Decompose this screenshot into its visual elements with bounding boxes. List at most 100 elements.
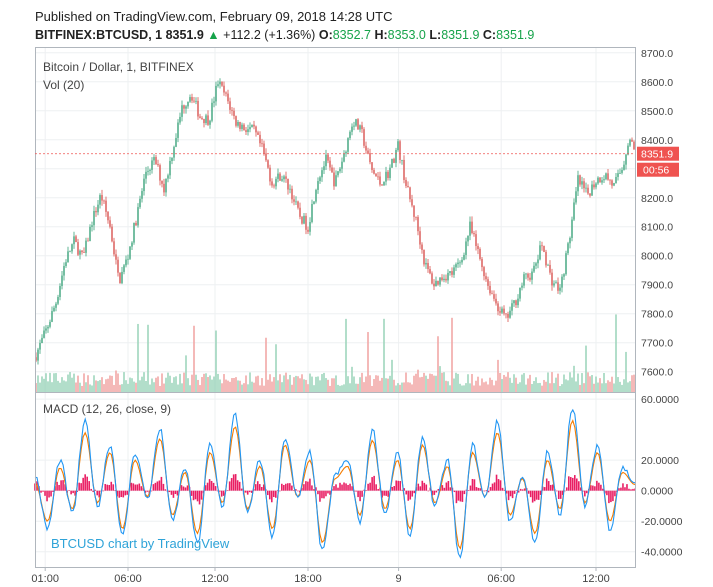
candle-body bbox=[187, 101, 189, 107]
macd-hist-bar bbox=[582, 490, 584, 492]
candle-body bbox=[219, 81, 221, 85]
candle-body bbox=[229, 101, 231, 110]
volume-bar bbox=[485, 381, 487, 392]
candle-body bbox=[137, 207, 139, 226]
candle-body bbox=[101, 195, 103, 201]
volume-bar bbox=[195, 374, 197, 392]
candle-body bbox=[169, 160, 171, 176]
macd-hist-bar bbox=[465, 489, 468, 491]
candle-body bbox=[293, 199, 295, 202]
candle-body bbox=[215, 85, 217, 102]
volume-bar bbox=[45, 373, 47, 392]
candle-body bbox=[541, 245, 543, 247]
candle-body bbox=[461, 259, 463, 263]
macd-hist-bar bbox=[172, 490, 175, 498]
candle-body bbox=[221, 81, 223, 86]
volume-bar bbox=[479, 385, 481, 392]
macd-pane[interactable] bbox=[35, 393, 635, 567]
price-tick-label: 7600.0 bbox=[641, 367, 673, 379]
price-pane[interactable] bbox=[35, 47, 635, 392]
candle-body bbox=[503, 308, 505, 314]
macd-hist-bar bbox=[116, 490, 119, 497]
candle-body bbox=[415, 216, 417, 218]
macd-hist-bar bbox=[317, 490, 319, 495]
macd-hist-bar bbox=[315, 487, 317, 491]
volume-bar bbox=[65, 381, 67, 392]
macd-hist-bar bbox=[547, 481, 550, 491]
macd-hist-bar bbox=[58, 484, 60, 491]
candle-body bbox=[287, 178, 289, 190]
macd-hist-bar bbox=[297, 490, 299, 492]
macd-hist-bar bbox=[266, 490, 269, 496]
macd-hist-bar bbox=[435, 490, 438, 493]
candle-body bbox=[55, 303, 57, 308]
volume-bar bbox=[631, 375, 633, 392]
volume-bar bbox=[469, 383, 471, 392]
macd-hist-bar bbox=[397, 480, 400, 491]
macd-hist-bar bbox=[102, 490, 105, 492]
volume-bar bbox=[165, 377, 167, 392]
macd-hist-bar bbox=[563, 490, 566, 492]
macd-hist-bar bbox=[260, 487, 263, 491]
candle-body bbox=[505, 313, 507, 315]
candle-body bbox=[363, 129, 365, 146]
macd-hist-bar bbox=[584, 490, 586, 497]
candle-body bbox=[63, 265, 65, 276]
volume-bar bbox=[541, 385, 543, 392]
macd-hist-bar bbox=[52, 490, 54, 492]
price-tick-label: 8600.0 bbox=[641, 77, 673, 89]
candle-body bbox=[261, 143, 263, 145]
watermark[interactable]: BTCUSD chart by TradingView bbox=[51, 536, 230, 551]
volume-bar bbox=[235, 377, 237, 392]
macd-hist-bar bbox=[359, 490, 361, 502]
volume-bar bbox=[525, 384, 527, 392]
macd-hist-bar bbox=[409, 490, 412, 500]
macd-hist-bar bbox=[293, 490, 295, 491]
volume-bar bbox=[553, 383, 555, 392]
candle-body bbox=[613, 183, 615, 186]
candle-body bbox=[245, 130, 247, 132]
macd-hist-bar bbox=[291, 485, 293, 491]
candle-body bbox=[185, 106, 187, 109]
macd-hist-bar bbox=[325, 490, 327, 497]
up-arrow-icon: ▲ bbox=[207, 28, 220, 42]
candle-body bbox=[569, 237, 571, 244]
volume-bar bbox=[123, 372, 125, 392]
candle-body bbox=[599, 177, 601, 183]
macd-hist-bar bbox=[190, 490, 193, 496]
macd-hist-bar bbox=[453, 490, 456, 493]
volume-bar bbox=[543, 379, 545, 392]
candle-body bbox=[133, 222, 135, 243]
volume-bar bbox=[315, 376, 317, 392]
candle-body bbox=[111, 226, 113, 242]
candle-body bbox=[529, 277, 531, 280]
candle-body bbox=[407, 185, 409, 188]
macd-hist-bar bbox=[533, 490, 536, 502]
macd-hist-bar bbox=[467, 490, 470, 491]
macd-hist-bar bbox=[140, 486, 143, 491]
macd-hist-bar bbox=[576, 478, 578, 491]
macd-hist-bar bbox=[212, 482, 215, 491]
macd-hist-bar bbox=[423, 482, 426, 491]
macd-hist-bar bbox=[421, 480, 424, 491]
macd-hist-bar bbox=[285, 483, 287, 491]
macd-hist-bar bbox=[270, 490, 273, 503]
macd-hist-bar bbox=[248, 490, 251, 493]
candle-body bbox=[477, 246, 479, 250]
macd-hist-bar bbox=[425, 484, 428, 491]
candle-body bbox=[513, 300, 515, 304]
macd-hist-bar bbox=[134, 484, 137, 491]
candle-body bbox=[495, 298, 497, 304]
macd-hist-bar bbox=[383, 490, 385, 496]
candle-body bbox=[549, 264, 551, 273]
candle-body bbox=[255, 126, 257, 133]
price-tick-label: 8500.0 bbox=[641, 106, 673, 118]
candle-body bbox=[455, 264, 457, 268]
macd-hist-bar bbox=[124, 490, 127, 496]
volume-bar bbox=[37, 375, 39, 392]
macd-hist-bar bbox=[46, 490, 48, 502]
volume-bar bbox=[481, 378, 483, 392]
macd-hist-bar bbox=[557, 490, 560, 500]
candle-body bbox=[587, 187, 589, 194]
